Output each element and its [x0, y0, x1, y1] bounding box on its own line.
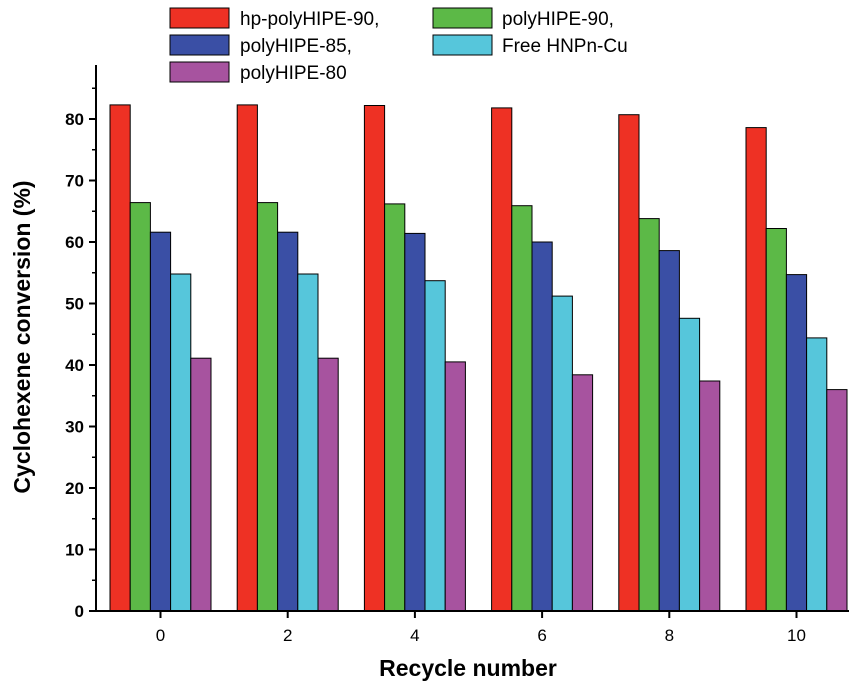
bar-series-1-cat-8 — [638, 218, 660, 612]
legend-label-polyhipe-90: polyHIPE-90, — [502, 9, 614, 30]
bar-series-1-cat-2 — [256, 202, 279, 612]
legend-swatch-free-hnpn-cu — [432, 34, 493, 56]
legend: hp-polyHIPE-90, polyHIPE-90, polyHIPE-85… — [169, 7, 628, 84]
bar-series-2-cat-0 — [149, 231, 172, 612]
legend-label-polyhipe-85: polyHIPE-85, — [240, 36, 352, 57]
x-tick-label-10: 10 — [787, 626, 806, 645]
x-tick-label-2: 2 — [283, 626, 292, 645]
bar-series-4-cat-6 — [571, 374, 594, 612]
legend-label-polyhipe-80: polyHIPE-80 — [240, 63, 347, 84]
bar-series-1-cat-10 — [765, 228, 787, 612]
y-ticks: 0 10 20 30 40 50 60 70 80 — [65, 87, 96, 621]
bar-series-3-cat-10 — [806, 337, 828, 612]
bar-series-0-cat-10 — [745, 127, 767, 612]
legend-swatch-polyhipe-80 — [169, 61, 230, 83]
y-axis-title: Cyclohexene conversion (%) — [9, 180, 35, 493]
y-tick-label-20: 20 — [65, 479, 84, 498]
bar-series-0-cat-0 — [109, 104, 131, 612]
bar-series-4-cat-2 — [317, 357, 339, 612]
x-tick-label-4: 4 — [410, 626, 419, 645]
bar-series-2-cat-2 — [277, 231, 299, 612]
legend-label-hp-polyhipe-90: hp-polyHIPE-90, — [240, 9, 379, 30]
bar-series-3-cat-8 — [678, 317, 701, 612]
bars-layer — [109, 104, 848, 612]
legend-swatch-polyhipe-85 — [169, 34, 230, 56]
legend-label-free-hnpn-cu: Free HNPn-Cu — [502, 36, 628, 57]
x-ticks: 0 2 4 6 8 10 — [156, 611, 806, 645]
y-tick-label-50: 50 — [65, 295, 84, 314]
bar-series-1-cat-0 — [129, 202, 151, 612]
bar-series-2-cat-6 — [531, 241, 553, 612]
x-tick-label-8: 8 — [665, 626, 674, 645]
bar-series-0-cat-6 — [491, 107, 513, 612]
bar-series-3-cat-4 — [424, 280, 446, 612]
y-tick-label-60: 60 — [65, 233, 84, 252]
x-tick-label-6: 6 — [537, 626, 546, 645]
y-tick-label-80: 80 — [65, 110, 84, 129]
bar-series-0-cat-8 — [618, 114, 640, 612]
y-tick-label-70: 70 — [65, 172, 84, 191]
bar-series-0-cat-4 — [363, 105, 386, 612]
y-tick-label-40: 40 — [65, 356, 84, 375]
bar-series-4-cat-0 — [190, 357, 212, 612]
bar-series-4-cat-8 — [699, 380, 721, 612]
bar-series-3-cat-6 — [551, 295, 573, 612]
bar-series-1-cat-6 — [511, 205, 533, 612]
x-axis-title: Recycle number — [379, 655, 557, 681]
y-tick-label-0: 0 — [75, 602, 84, 621]
legend-swatch-polyhipe-90 — [432, 7, 493, 29]
bar-series-2-cat-8 — [658, 250, 680, 612]
y-tick-label-30: 30 — [65, 418, 84, 437]
bar-series-1-cat-4 — [384, 203, 406, 612]
x-tick-label-0: 0 — [156, 626, 165, 645]
bar-series-4-cat-4 — [444, 361, 466, 612]
bar-series-3-cat-0 — [170, 273, 192, 612]
bar-series-3-cat-2 — [297, 273, 319, 612]
bar-series-2-cat-4 — [404, 232, 426, 612]
bar-series-0-cat-2 — [236, 104, 258, 612]
bar-series-2-cat-10 — [785, 274, 808, 612]
y-tick-label-10: 10 — [65, 541, 84, 560]
bar-series-4-cat-10 — [826, 389, 848, 612]
legend-swatch-hp-polyhipe-90 — [169, 7, 230, 29]
